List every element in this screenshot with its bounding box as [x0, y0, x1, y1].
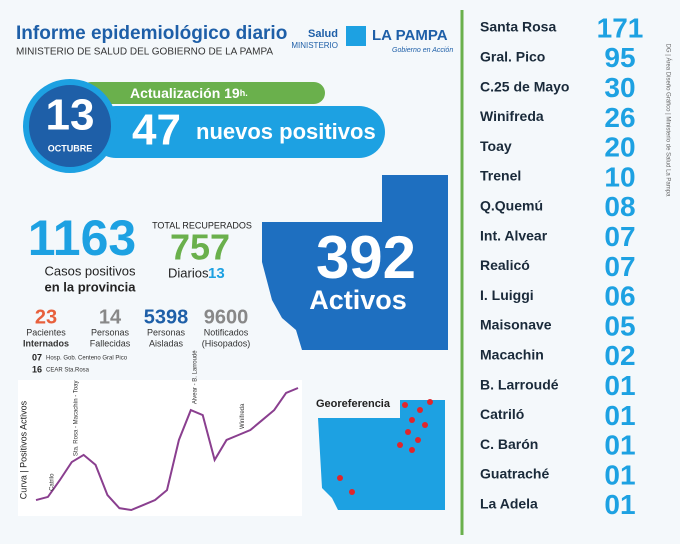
- curve-panel: [18, 380, 302, 516]
- header: Informe epidemiológico diario MINISTERIO…: [16, 23, 453, 58]
- locality-count: 10: [604, 161, 635, 192]
- curve-label: Curva | Positivos Activos: [18, 400, 28, 499]
- hospitals: 07 Hosp. Gob. Centeno Gral Pico 16 CEAR Sta…: [32, 352, 128, 374]
- locality-name: C.25 de Mayo: [480, 78, 569, 94]
- curve-line: [35, 387, 299, 512]
- province-map: [262, 175, 448, 350]
- locality-count: 30: [604, 72, 635, 103]
- stat-value: 5398: [144, 306, 189, 328]
- locality-name: Guatraché: [480, 466, 549, 482]
- curve-annotation: Alvear - B. Larroudé: [192, 350, 198, 404]
- locality-name: Q.Quemú: [480, 198, 543, 214]
- locality-count: 07: [604, 251, 635, 282]
- locality-name: I. Luiggi: [480, 287, 534, 303]
- hospital-name: Hosp. Gob. Centeno Gral Pico: [46, 356, 128, 362]
- recovered-label: TOTAL RECUPERADOS: [152, 220, 252, 230]
- curve-annotation: Sta. Rosa - Macachín - Toay: [73, 380, 79, 456]
- active-value: 392: [316, 224, 416, 291]
- locality-count: 01: [604, 400, 635, 431]
- recovered-daily-label: Diarios: [168, 265, 209, 280]
- stat-value: 14: [99, 306, 122, 328]
- positives-banner: [90, 106, 385, 158]
- locality-name: La Adela: [480, 496, 538, 512]
- locality-name: Toay: [480, 138, 512, 154]
- stat-value: 9600: [204, 306, 249, 328]
- stat-label: Notificados: [204, 327, 249, 337]
- georef-dots: [337, 399, 433, 495]
- stats: 23PacientesInternados14PersonasFallecida…: [23, 306, 250, 348]
- update-banner: [80, 82, 325, 104]
- locality-count: 06: [604, 281, 635, 312]
- locality-name: Winifreda: [480, 108, 544, 124]
- locality-name: Maisonave: [480, 317, 552, 333]
- date-day: 13: [46, 91, 95, 140]
- update-suffix: h.: [240, 88, 248, 98]
- locality-name: B. Larroudé: [480, 376, 559, 392]
- georef-map: [318, 400, 445, 510]
- recovered-daily-value: 13: [208, 265, 225, 282]
- locality-name: Realicó: [480, 257, 530, 273]
- logo-ministerio: MINISTERIO: [291, 41, 338, 50]
- curve-chart: Catrilo Sta. Rosa - Macachín - Toay Alvear…: [35, 350, 299, 512]
- credit: DG | Área Diseño Gráfico | Ministerio de…: [664, 44, 671, 198]
- hospital-value: 16: [32, 364, 42, 374]
- curve-annotation: Catrilo: [49, 473, 55, 491]
- stat-label: Internados: [23, 338, 69, 348]
- locality-count: 07: [604, 221, 635, 252]
- logo-salud: Salud: [308, 28, 338, 40]
- locality-count: 171: [597, 12, 644, 43]
- cases-label: en la provincia: [44, 279, 136, 294]
- stat-label: Personas: [91, 327, 130, 337]
- stat-label: (Hisopados): [202, 338, 251, 348]
- hospital-name: CEAR Sta.Rosa: [46, 368, 90, 374]
- locality-count: 01: [604, 370, 635, 401]
- new-positives-label: nuevos positivos: [196, 119, 376, 144]
- locality-count: 02: [604, 340, 635, 371]
- stat-label: Pacientes: [26, 327, 66, 337]
- locality-name: Trenel: [480, 168, 521, 184]
- stat-label: Personas: [147, 327, 186, 337]
- locality-count: 08: [604, 191, 635, 222]
- stat-label: Aisladas: [149, 338, 184, 348]
- subtitle: MINISTERIO DE SALUD DEL GOBIERNO DE LA P…: [16, 47, 273, 58]
- locality-count: 01: [604, 430, 635, 461]
- recovered-value: 757: [170, 227, 230, 268]
- localities: Santa Rosa 171 Gral. Pico 95 C.25 de Mayo 30 W…: [480, 12, 643, 520]
- locality-count: 95: [604, 42, 635, 73]
- new-positives-value: 47: [132, 106, 181, 155]
- update: Actualización 19h.: [130, 85, 248, 101]
- active-label: Activos: [309, 285, 407, 315]
- curve-annotation: Winifreda: [240, 403, 246, 429]
- logo-province: LA PAMPA: [372, 27, 448, 44]
- stat-value: 23: [35, 306, 57, 328]
- stat-label: Fallecidas: [90, 338, 131, 348]
- logo-mark: [346, 26, 366, 46]
- georeferencia-label: Georeferencia: [316, 398, 391, 410]
- hospital-value: 07: [32, 352, 42, 362]
- locality-name: Int. Alvear: [480, 227, 548, 243]
- logo-motto: Gobierno en Acción: [392, 47, 453, 54]
- locality-count: 05: [604, 310, 635, 341]
- date-circle: [23, 79, 117, 173]
- locality-name: Gral. Pico: [480, 49, 545, 65]
- locality-count: 01: [604, 489, 635, 520]
- locality-name: C. Barón: [480, 436, 538, 452]
- date-month: OCTUBRE: [48, 143, 93, 153]
- locality-count: 26: [604, 102, 635, 133]
- title: Informe epidemiológico diario: [16, 23, 287, 44]
- cases-value: 1163: [28, 210, 136, 266]
- locality-count: 20: [604, 132, 635, 163]
- locality-name: Santa Rosa: [480, 19, 556, 35]
- cases-label: Casos positivos: [44, 263, 136, 278]
- locality-name: Macachin: [480, 347, 544, 363]
- locality-name: Catriló: [480, 406, 524, 422]
- locality-count: 01: [604, 459, 635, 490]
- update-label: Actualización 19: [130, 85, 240, 101]
